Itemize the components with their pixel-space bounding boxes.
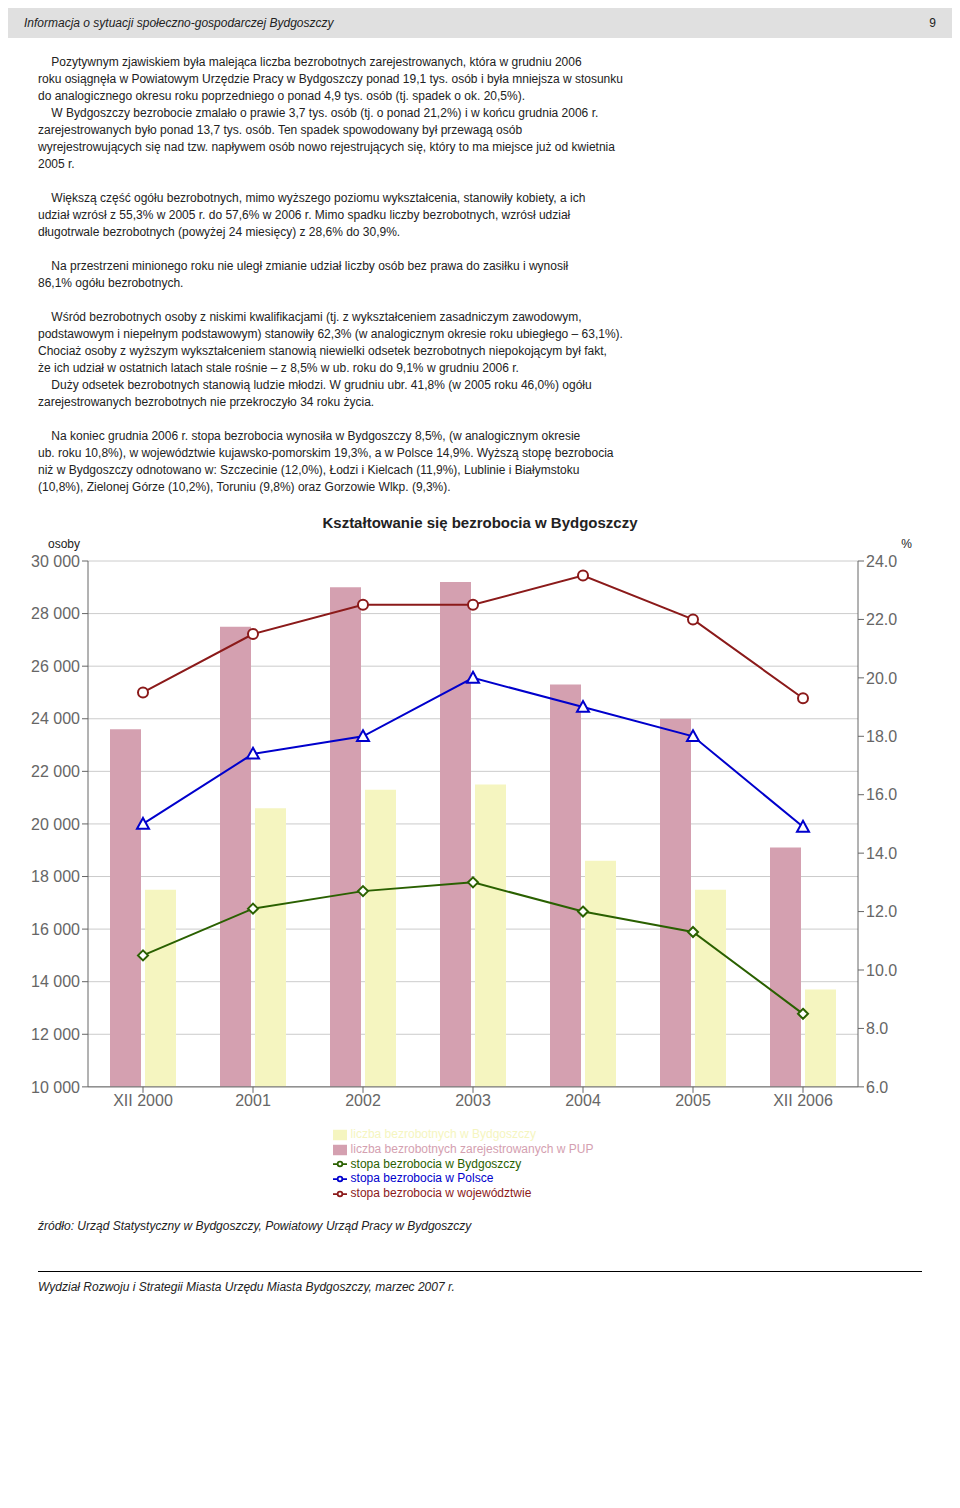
svg-text:6.0: 6.0 xyxy=(866,1079,888,1096)
html-text:Pozytywnym zjawiskiem była mal: Pozytywnym zjawiskiem była malejąca licz… xyxy=(38,55,623,494)
svg-text:20 000: 20 000 xyxy=(31,816,80,833)
svg-text:14.0: 14.0 xyxy=(866,845,897,862)
svg-text:16.0: 16.0 xyxy=(866,786,897,803)
svg-text:10.0: 10.0 xyxy=(866,962,897,979)
svg-text:2004: 2004 xyxy=(565,1092,601,1109)
svg-text:26 000: 26 000 xyxy=(31,658,80,675)
html-text:Kształtowanie się bezrobocia w: Kształtowanie się bezrobocia w Bydgoszcz… xyxy=(322,514,638,531)
html-text:9: 9 xyxy=(929,16,936,30)
svg-text:28 000: 28 000 xyxy=(31,605,80,622)
svg-text:14 000: 14 000 xyxy=(31,973,80,990)
html-text:stopa bezrobocia w województwi: stopa bezrobocia w województwie xyxy=(350,1186,532,1201)
svg-text:2005: 2005 xyxy=(675,1092,711,1109)
svg-text:30 000: 30 000 xyxy=(31,553,80,570)
html-text:liczba bezrobotnych zarejestro: liczba bezrobotnych zarejestrowanych w P… xyxy=(350,1141,594,1156)
svg-text:20.0: 20.0 xyxy=(866,670,897,687)
html-text:Informacja o sytuacji społeczn: Informacja o sytuacji społeczno-gospodar… xyxy=(24,16,334,30)
svg-text:2003: 2003 xyxy=(455,1092,491,1109)
svg-text:8.0: 8.0 xyxy=(866,1020,888,1037)
html-text:stopa bezrobocia w Bydgoszczy: stopa bezrobocia w Bydgoszczy xyxy=(350,1156,522,1171)
svg-text:XII 2006: XII 2006 xyxy=(773,1092,833,1109)
html-text:źródło: Urząd Statystyczny w B: źródło: Urząd Statystyczny w Bydgoszczy,… xyxy=(38,1219,472,1233)
svg-text:18 000: 18 000 xyxy=(31,868,80,885)
svg-text:12.0: 12.0 xyxy=(866,903,897,920)
svg-text:2001: 2001 xyxy=(235,1092,271,1109)
svg-text:16 000: 16 000 xyxy=(31,921,80,938)
svg-text:22 000: 22 000 xyxy=(31,763,80,780)
html-text:osoby: osoby xyxy=(48,537,80,551)
svg-text:24 000: 24 000 xyxy=(31,710,80,727)
html-text:Wydział Rozwoju i Strategii Mi: Wydział Rozwoju i Strategii Miasta Urzęd… xyxy=(38,1280,455,1294)
svg-text:24.0: 24.0 xyxy=(866,553,897,570)
svg-text:2002: 2002 xyxy=(345,1092,381,1109)
svg-text:10 000: 10 000 xyxy=(31,1079,80,1096)
svg-text:22.0: 22.0 xyxy=(866,611,897,628)
svg-text:18.0: 18.0 xyxy=(866,728,897,745)
html-text:stopa bezrobocia w Polsce: stopa bezrobocia w Polsce xyxy=(350,1171,494,1186)
html-text:liczba bezrobotnych w Bydgoszc: liczba bezrobotnych w Bydgoszczy xyxy=(350,1126,536,1141)
svg-text:12 000: 12 000 xyxy=(31,1026,80,1043)
svg-text:XII 2000: XII 2000 xyxy=(113,1092,173,1109)
